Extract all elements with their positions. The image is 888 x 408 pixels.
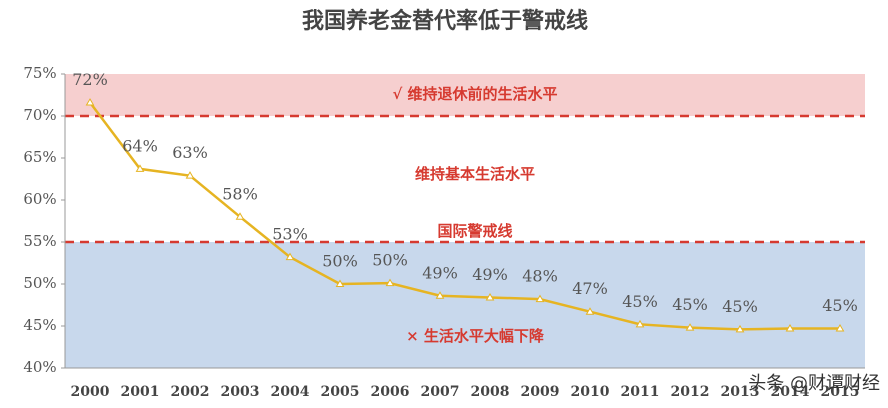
- marker: [385, 278, 395, 287]
- annotation: × 生活水平大幅下降: [406, 327, 545, 345]
- x-tick-label: 2012: [671, 384, 710, 400]
- data-label: 72%: [72, 70, 108, 89]
- x-tick-label: 2009: [521, 384, 560, 400]
- data-label: 64%: [122, 136, 158, 155]
- marker: [835, 324, 845, 332]
- marker: [585, 307, 595, 315]
- marker: [485, 292, 495, 301]
- marker: [535, 294, 545, 303]
- chart-title: 我国养老金替代率低于警戒线: [302, 8, 588, 34]
- annotation: √ 维持退休前的生活水平: [392, 85, 557, 103]
- x-tick-label: 2010: [571, 384, 610, 400]
- data-label: 45%: [622, 292, 658, 311]
- marker: [785, 324, 795, 332]
- y-tick-label: 75%: [23, 64, 56, 82]
- marker: [285, 252, 295, 261]
- marker: [735, 324, 745, 333]
- annotation: 国际警戒线: [437, 222, 512, 240]
- marker: [235, 212, 245, 220]
- x-tick-label: 2014: [771, 384, 810, 400]
- data-label: 45%: [672, 295, 708, 314]
- data-label: 45%: [822, 296, 858, 315]
- y-tick-label: 65%: [23, 148, 56, 166]
- x-tick-label: 2007: [421, 384, 460, 400]
- band: [65, 242, 865, 368]
- x-tick-label: 2006: [371, 384, 410, 400]
- marker: [435, 291, 445, 299]
- y-tick-label: 50%: [23, 274, 56, 292]
- y-tick-label: 55%: [23, 232, 56, 250]
- watermark: 头条 @财谭财经: [748, 373, 880, 394]
- marker: [335, 279, 345, 287]
- marker: [85, 98, 95, 106]
- x-tick-label: 2015: [821, 384, 860, 400]
- data-label: 53%: [272, 225, 308, 244]
- marker: [685, 323, 695, 331]
- y-tick-label: 45%: [23, 316, 56, 334]
- band: [65, 74, 865, 116]
- x-tick-label: 2008: [471, 384, 510, 400]
- y-tick-label: 40%: [23, 358, 56, 376]
- data-label: 63%: [172, 143, 208, 162]
- line: [89, 101, 840, 331]
- data-label: 50%: [372, 251, 408, 270]
- data-label: 49%: [422, 263, 458, 282]
- annotation: 维持基本生活水平: [415, 165, 535, 183]
- marker: [185, 171, 195, 179]
- x-tick-label: 2000: [71, 384, 110, 400]
- data-label: 47%: [572, 279, 608, 298]
- x-tick-label: 2005: [321, 384, 360, 400]
- x-tick-label: 2004: [271, 384, 310, 400]
- data-label: 48%: [522, 267, 558, 286]
- marker: [135, 164, 145, 172]
- y-tick-label: 60%: [23, 190, 56, 208]
- data-label: 49%: [472, 265, 508, 284]
- x-tick-label: 2001: [121, 384, 160, 400]
- marker: [635, 319, 645, 328]
- x-tick-label: 2003: [221, 384, 260, 400]
- data-label: 58%: [222, 184, 258, 203]
- data-label: 50%: [322, 252, 358, 271]
- data-label: 45%: [722, 297, 758, 316]
- x-tick-label: 2013: [721, 384, 760, 400]
- y-tick-label: 70%: [23, 106, 56, 124]
- x-tick-label: 2002: [171, 384, 210, 400]
- x-tick-label: 2011: [621, 384, 660, 400]
